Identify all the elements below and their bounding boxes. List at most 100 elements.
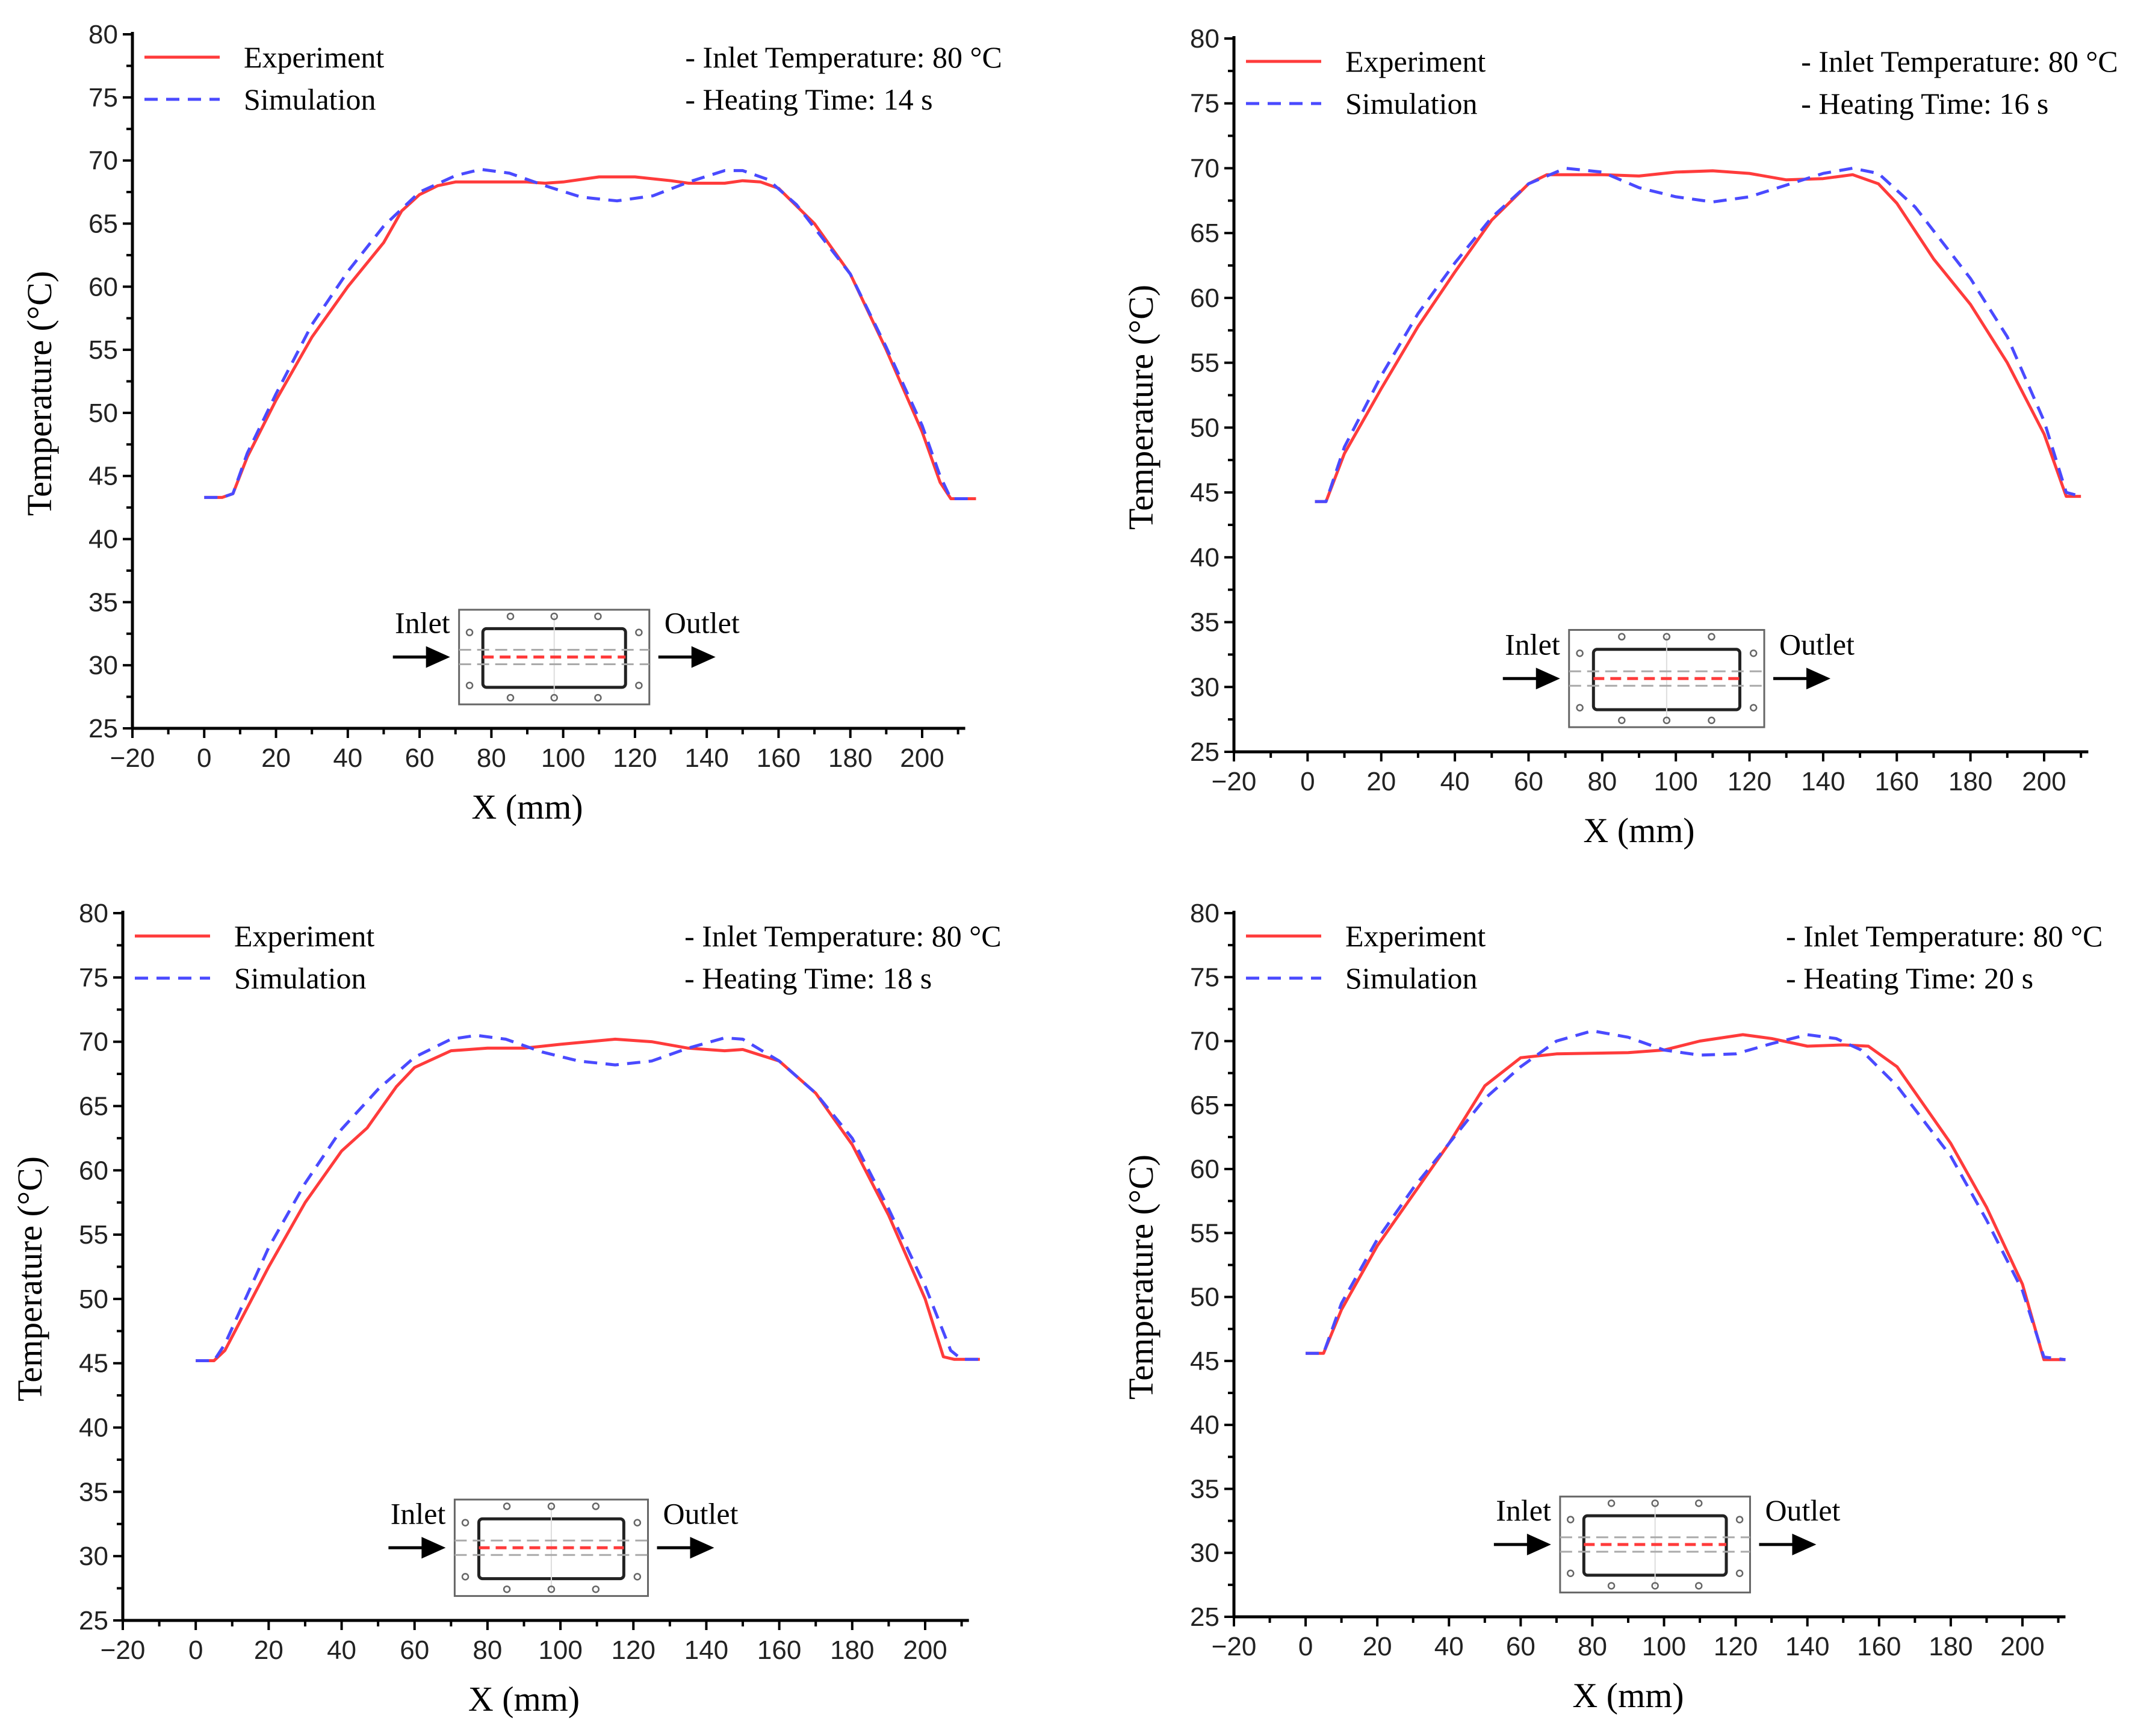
outlet-label: Outlet (1765, 1493, 1840, 1527)
y-tick-label: 55 (1190, 1218, 1219, 1248)
x-tick-label: 20 (1366, 767, 1396, 796)
arrow-head-icon (1535, 668, 1560, 690)
bolt-hole (1607, 1582, 1616, 1590)
bolt-hole (1566, 1516, 1575, 1524)
y-tick-label: 45 (1190, 1347, 1219, 1376)
bolt-hole (506, 693, 515, 702)
x-tick-label: −20 (101, 1635, 146, 1665)
y-tick-label: 60 (88, 272, 118, 302)
x-tick-label: 0 (188, 1635, 203, 1665)
x-tick-label: 40 (1440, 767, 1470, 796)
bolt-hole (1651, 1582, 1659, 1590)
y-tick-label: 55 (1190, 349, 1219, 378)
x-tick-label: 20 (261, 743, 291, 773)
arrow-head-icon (421, 1537, 446, 1559)
y-tick-label: 30 (1190, 1539, 1219, 1568)
legend-label: Experiment (234, 919, 374, 953)
x-tick-label: 100 (1653, 767, 1697, 796)
legend-label: Experiment (1345, 45, 1486, 78)
x-axis-title: X (mm) (1572, 1676, 1684, 1715)
legend-label: Simulation (1345, 961, 1477, 995)
x-tick-label: 60 (405, 743, 435, 773)
y-tick-label: 60 (1190, 1155, 1219, 1184)
bolt-hole (1566, 1569, 1575, 1577)
series-line-experiment (1306, 1033, 2066, 1362)
y-tick-label: 65 (88, 209, 118, 238)
y-tick-label: 35 (1190, 608, 1219, 637)
bolt-hole (594, 693, 602, 702)
x-tick-label: 40 (333, 743, 362, 773)
bolt-hole (550, 612, 558, 621)
x-tick-label: 40 (327, 1635, 356, 1665)
y-tick-label: 30 (1190, 672, 1219, 702)
y-axis-title: Temperature (°C) (1121, 285, 1161, 530)
y-tick-label: 75 (79, 963, 108, 993)
y-tick-label: 25 (88, 714, 118, 743)
y-tick-label: 70 (88, 146, 118, 176)
y-tick-label: 30 (88, 651, 118, 680)
annotation: - Heating Time: 20 s (1786, 961, 2033, 995)
bolt-hole (1708, 716, 1715, 725)
annotation: - Inlet Temperature: 80 °C (684, 919, 1002, 953)
inset-schematic: Inlet Outlet (388, 1496, 739, 1597)
inset-schematic: Inlet Outlet (1493, 1493, 1841, 1594)
arrow-head-icon (690, 1537, 714, 1559)
x-tick-label: 160 (1857, 1632, 1901, 1661)
x-tick-label: 200 (2022, 767, 2066, 796)
x-tick-label: 80 (473, 1635, 502, 1665)
arrow-head-icon (1526, 1533, 1551, 1555)
x-tick-label: 100 (538, 1635, 582, 1665)
x-tick-label: 140 (684, 743, 728, 773)
bolt-hole (506, 612, 515, 621)
y-tick-label: 75 (88, 83, 118, 113)
y-tick-label: 70 (1190, 153, 1219, 183)
y-tick-label: 75 (1190, 963, 1219, 992)
series-line-experiment (196, 1037, 980, 1362)
series-line-simulation (1306, 1029, 2066, 1362)
x-tick-label: 120 (1728, 767, 1771, 796)
x-tick-label: 0 (1298, 1632, 1313, 1661)
x-tick-label: 160 (1875, 767, 1919, 796)
x-tick-label: 200 (2000, 1632, 2044, 1661)
y-tick-label: 80 (88, 20, 118, 49)
y-tick-label: 50 (1190, 1283, 1219, 1312)
legend-label: Simulation (234, 961, 366, 995)
bolt-hole (1694, 1499, 1703, 1507)
x-tick-label: 80 (1578, 1632, 1607, 1661)
series-line-experiment (1315, 169, 2081, 503)
x-tick-label: 120 (612, 1635, 655, 1665)
chart-panel: −20 0 20 40 60 80 100 120 140 160 180 200 25 30 35 40 45… (20, 20, 1002, 826)
bolt-hole (1663, 716, 1671, 725)
bolt-hole (1576, 649, 1584, 657)
y-tick-label: 60 (1190, 284, 1219, 313)
series-line-experiment (204, 175, 976, 500)
y-tick-label: 65 (1190, 1091, 1219, 1120)
x-tick-label: −20 (110, 743, 155, 773)
x-tick-label: 80 (1587, 767, 1617, 796)
legend-label: Simulation (244, 82, 376, 116)
x-axis-title: X (mm) (468, 1679, 580, 1719)
legend-label: Simulation (1345, 87, 1477, 120)
y-tick-label: 65 (79, 1091, 108, 1121)
y-tick-label: 40 (79, 1413, 108, 1443)
y-tick-label: 80 (1190, 24, 1219, 54)
y-tick-label: 70 (1190, 1027, 1219, 1056)
x-tick-label: −20 (1212, 767, 1257, 796)
y-tick-label: 55 (79, 1220, 108, 1250)
y-tick-label: 50 (88, 398, 118, 428)
arrow-head-icon (426, 646, 450, 668)
bolt-hole (465, 681, 474, 689)
x-tick-label: 0 (197, 743, 211, 773)
bolt-hole (550, 693, 558, 702)
x-tick-label: 120 (1714, 1632, 1758, 1661)
outlet-label: Outlet (1779, 627, 1855, 661)
bolt-hole (1651, 1499, 1659, 1507)
bolt-hole (461, 1519, 469, 1527)
y-tick-label: 25 (1190, 1602, 1219, 1632)
x-tick-label: 100 (1642, 1632, 1686, 1661)
y-axis-title: Temperature (°C) (10, 1156, 49, 1401)
bolt-hole (461, 1573, 469, 1581)
outlet-label: Outlet (663, 1496, 739, 1530)
annotation: - Inlet Temperature: 80 °C (685, 40, 1002, 74)
x-tick-label: 140 (684, 1635, 728, 1665)
